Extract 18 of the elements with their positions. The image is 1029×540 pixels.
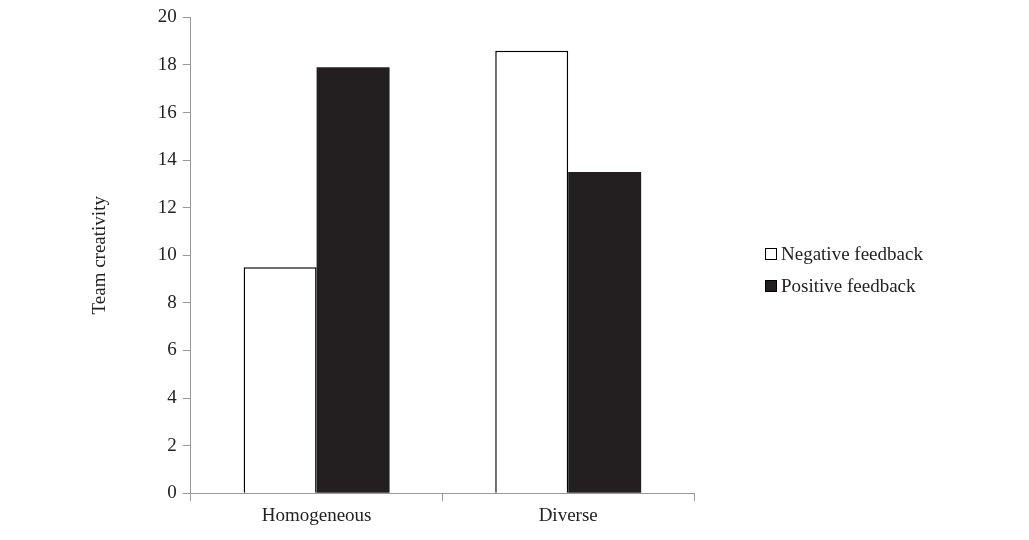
y-tick-label: 20 xyxy=(157,5,177,27)
y-tick-label: 8 xyxy=(167,290,177,312)
legend-label: Positive feedback xyxy=(781,275,916,297)
y-tick-label: 14 xyxy=(157,148,178,170)
y-axis-title: Team creativity xyxy=(88,195,110,315)
x-tick-label: Diverse xyxy=(538,503,598,525)
y-tick-label: 4 xyxy=(167,386,178,408)
y-tick-label: 18 xyxy=(157,52,177,74)
y-tick-label: 2 xyxy=(167,433,177,455)
y-tick-label: 10 xyxy=(157,243,177,265)
y-tick-label: 0 xyxy=(167,481,177,503)
x-tick-label: Homogeneous xyxy=(261,503,372,525)
y-tick-label: 6 xyxy=(167,338,177,360)
text: Negative feedback xyxy=(781,243,923,265)
y-tick-label: 12 xyxy=(157,195,177,217)
bar xyxy=(568,172,642,493)
bar xyxy=(316,67,390,493)
y-tick-label: 16 xyxy=(157,100,177,122)
